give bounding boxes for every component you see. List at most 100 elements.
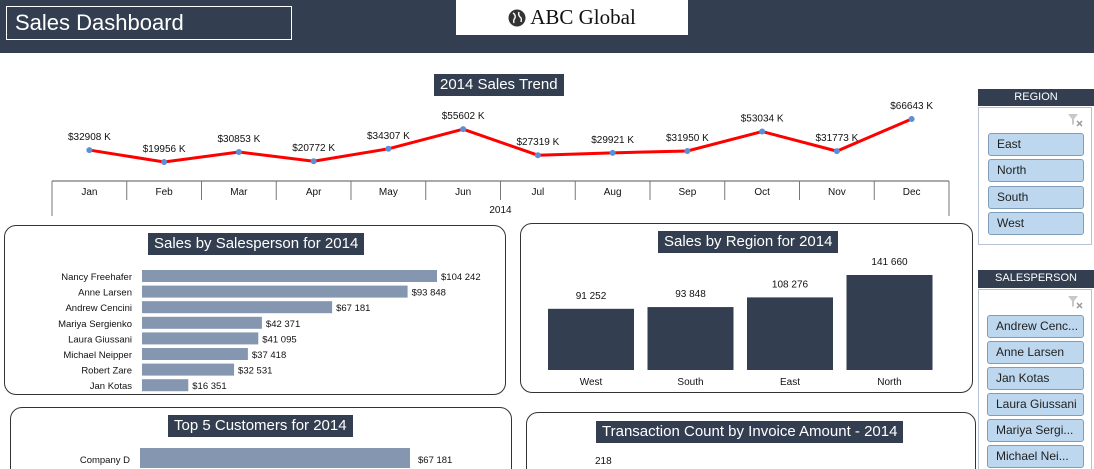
region-chart-title: Sales by Region for 2014 bbox=[658, 231, 839, 253]
salesperson-chart: Nancy Freehafer $104 242 Anne Larsen $93 84… bbox=[58, 270, 481, 392]
transaction-chart-title: Transaction Count by Invoice Amount - 20… bbox=[596, 421, 904, 443]
salesperson-tick-label-robert-zare: Robert Zare bbox=[81, 366, 132, 377]
trend-point-may bbox=[385, 145, 392, 152]
trend-data-label-jul: $27319 K bbox=[516, 137, 559, 148]
slicer-item-west[interactable]: West bbox=[988, 212, 1084, 235]
region-bar-east bbox=[747, 297, 833, 370]
trend-data-label-nov: $31773 K bbox=[815, 133, 858, 144]
trend-chart-title: 2014 Sales Trend bbox=[434, 74, 564, 96]
trend-data-label-may: $34307 K bbox=[367, 131, 410, 142]
trend-data-label-oct: $53034 K bbox=[741, 114, 784, 125]
trend-point-jul bbox=[534, 152, 541, 159]
dashboard-title: Sales Dashboard bbox=[6, 6, 292, 40]
salesperson-bar-robert-zare bbox=[142, 363, 235, 376]
trend-tick-label-aug: Aug bbox=[604, 187, 622, 198]
salesperson-chart-title: Sales by Salesperson for 2014 bbox=[148, 233, 365, 255]
salesperson-bar-michael-neipper bbox=[142, 348, 248, 360]
salesperson-bar-jan-kotas bbox=[142, 379, 189, 392]
trend-point-apr bbox=[310, 158, 317, 165]
region-slicer-header: REGION bbox=[978, 89, 1094, 106]
trend-tick-label-nov: Nov bbox=[828, 187, 846, 198]
trend-point-mar bbox=[235, 148, 242, 155]
globe-icon bbox=[508, 9, 526, 26]
customer-data-label-company-d: $67 181 bbox=[418, 455, 452, 466]
region-bar-west bbox=[548, 308, 634, 370]
salesperson-tick-label-anne-larsen: Anne Larsen bbox=[78, 288, 132, 299]
trend-tick-label-feb: Feb bbox=[156, 187, 174, 198]
company-logo: ABC Global bbox=[456, 0, 688, 35]
slicer-item-jan-kotas[interactable]: Jan Kotas bbox=[987, 367, 1084, 390]
trend-point-aug bbox=[609, 149, 616, 156]
trend-series-line bbox=[89, 117, 913, 164]
salesperson-bar-mariya-sergienko bbox=[142, 316, 262, 329]
header-bar: Sales Dashboard ABC Global bbox=[0, 0, 1094, 53]
slicer-item-andrew-cencini[interactable]: Andrew Cenc... bbox=[987, 315, 1084, 338]
trend-x-axis-label: 2014 bbox=[489, 205, 512, 216]
salesperson-data-label-robert-zare: $32 531 bbox=[238, 366, 272, 377]
slicer-item-anne-larsen[interactable]: Anne Larsen bbox=[987, 341, 1084, 364]
trend-data-label-apr: $20772 K bbox=[292, 143, 335, 154]
region-data-label-east: 108 276 bbox=[772, 279, 809, 290]
trend-tick-label-may: May bbox=[379, 187, 398, 198]
slicer-item-mariya-sergienko[interactable]: Mariya Sergi... bbox=[987, 419, 1084, 442]
region-chart: 91 252 West 93 848 South 108 276 East 141 660 N… bbox=[548, 257, 933, 388]
trend-point-dec bbox=[908, 116, 915, 122]
salesperson-bar-nancy-freehafer bbox=[142, 270, 437, 282]
slicer-item-michael-neipper[interactable]: Michael Nei... bbox=[987, 445, 1084, 468]
region-tick-label-south: South bbox=[677, 377, 703, 388]
transaction-chart: 218 bbox=[595, 456, 612, 467]
salesperson-slicer: Andrew Cenc... Anne Larsen Jan Kotas Lau… bbox=[978, 289, 1092, 469]
trend-tick-label-apr: Apr bbox=[306, 187, 322, 198]
sales-trend-chart: $32908 K $19956 K $30853 K $20772 K $34307 K… bbox=[51, 101, 950, 216]
trend-tick-label-jun: Jun bbox=[455, 187, 471, 198]
trend-data-label-jan: $32908 K bbox=[68, 132, 111, 143]
logo-text: ABC Global bbox=[530, 5, 636, 29]
trend-point-nov bbox=[833, 148, 840, 155]
salesperson-data-label-michael-neipper: $37 418 bbox=[252, 350, 286, 361]
salesperson-data-label-laura-giussani: $41 095 bbox=[262, 334, 296, 345]
salesperson-bar-laura-giussani bbox=[142, 332, 259, 345]
trend-point-oct bbox=[759, 128, 766, 135]
region-data-label-west: 91 252 bbox=[576, 291, 607, 302]
trend-data-label-feb: $19956 K bbox=[143, 144, 186, 155]
slicer-item-laura-giussani[interactable]: Laura Giussani bbox=[987, 393, 1084, 416]
salesperson-tick-label-andrew-cencini: Andrew Cencini bbox=[65, 303, 132, 314]
trend-data-label-jun: $55602 K bbox=[442, 111, 485, 122]
salesperson-data-label-andrew-cencini: $67 181 bbox=[336, 303, 370, 314]
salesperson-bar-andrew-cencini bbox=[142, 301, 333, 314]
customer-tick-label-company-d: Company D bbox=[80, 455, 130, 466]
salesperson-tick-label-michael-neipper: Michael Neipper bbox=[63, 350, 132, 361]
region-tick-label-east: East bbox=[780, 377, 800, 388]
trend-tick-label-oct: Oct bbox=[754, 187, 770, 198]
trend-tick-label-mar: Mar bbox=[230, 187, 248, 198]
region-slicer: East North South West bbox=[978, 107, 1092, 245]
trend-data-label-dec: $66643 K bbox=[890, 101, 933, 112]
slicer-item-east[interactable]: East bbox=[988, 133, 1084, 156]
salesperson-tick-label-mariya-sergienko: Mariya Sergienko bbox=[58, 319, 132, 330]
customers-chart: Company D $67 181 bbox=[80, 448, 452, 468]
trend-data-label-mar: $30853 K bbox=[217, 134, 260, 145]
slicer-item-south[interactable]: South bbox=[988, 186, 1084, 209]
trend-point-jan bbox=[86, 147, 93, 154]
salesperson-slicer-header: SALESPERSON bbox=[978, 270, 1094, 288]
salesperson-tick-label-jan-kotas: Jan Kotas bbox=[90, 381, 132, 392]
customers-chart-title: Top 5 Customers for 2014 bbox=[168, 415, 353, 437]
slicer-item-north[interactable]: North bbox=[988, 159, 1084, 182]
trend-point-feb bbox=[161, 159, 168, 165]
salesperson-data-label-jan-kotas: $16 351 bbox=[192, 381, 226, 392]
customer-bar-company-d bbox=[140, 448, 410, 468]
region-bar-south bbox=[647, 307, 734, 370]
trend-data-label-aug: $29921 K bbox=[591, 135, 634, 146]
region-bar-north bbox=[846, 275, 933, 370]
region-data-label-south: 93 848 bbox=[675, 289, 706, 300]
salesperson-bar-anne-larsen bbox=[142, 285, 408, 298]
trend-tick-label-sep: Sep bbox=[678, 187, 696, 198]
clear-filter-icon[interactable] bbox=[1067, 295, 1083, 309]
salesperson-data-label-mariya-sergienko: $42 371 bbox=[266, 319, 300, 330]
trend-data-label-sep: $31950 K bbox=[666, 133, 709, 144]
region-tick-label-north: North bbox=[877, 377, 901, 388]
region-data-label-north: 141 660 bbox=[871, 257, 908, 268]
region-tick-label-west: West bbox=[580, 377, 603, 388]
salesperson-data-label-anne-larsen: $93 848 bbox=[412, 288, 446, 299]
clear-filter-icon[interactable] bbox=[1067, 113, 1083, 127]
